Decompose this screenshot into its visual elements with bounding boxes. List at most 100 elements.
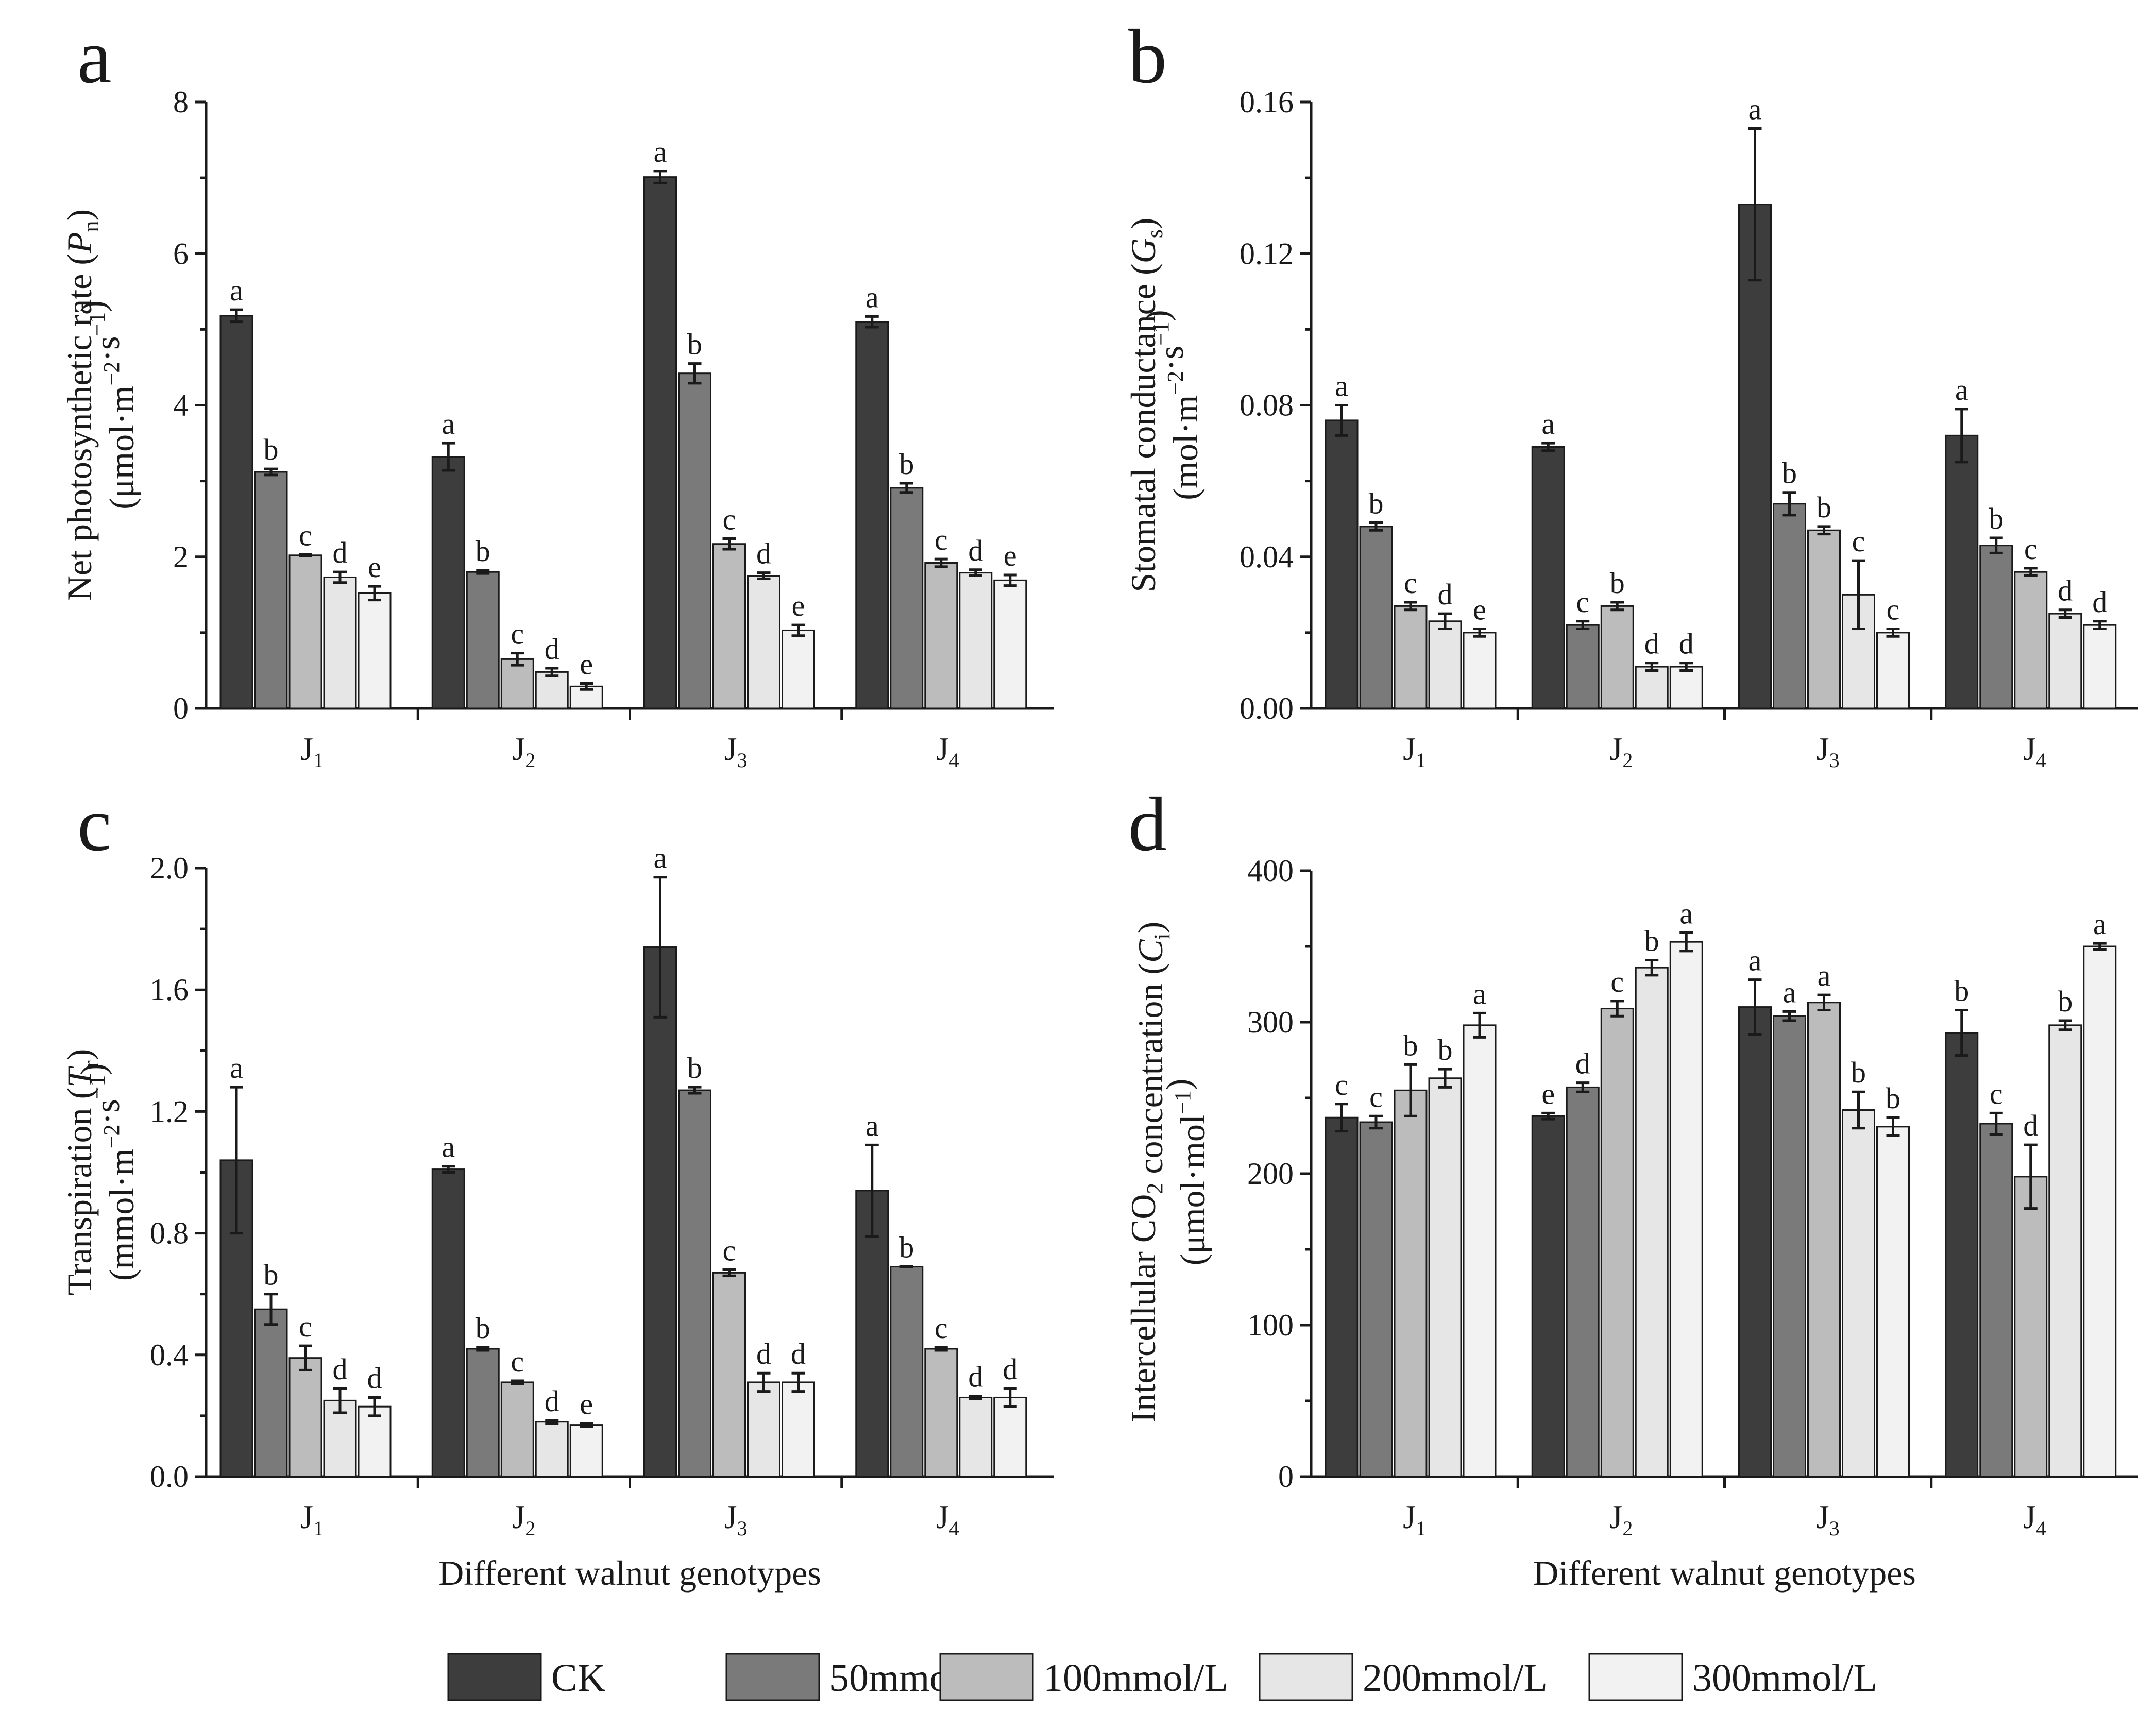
y-tick-label: 1.6 xyxy=(150,973,189,1007)
significance-letter: b xyxy=(899,447,914,481)
panel-letter: a xyxy=(77,14,112,99)
significance-letter: d xyxy=(333,1352,348,1386)
bar-100mmol-l-j2 xyxy=(500,1381,534,1478)
legend: CK 50mmol/L 100mmol/L 200mmol/L 300mmol/L xyxy=(447,1653,1877,1701)
bar-300mmol-l-j1 xyxy=(358,1405,392,1478)
bar-ck-j2 xyxy=(1531,446,1565,709)
error-bar xyxy=(442,1165,455,1174)
y-tick-label: 0.4 xyxy=(150,1338,189,1372)
y-tick-label: 0.12 xyxy=(1240,236,1294,270)
significance-letter: a xyxy=(654,841,667,875)
bar-50mmol-l-j3 xyxy=(1773,1015,1806,1478)
significance-letter: b xyxy=(1369,487,1384,520)
error-bar xyxy=(545,1419,559,1425)
y-tick-label: 400 xyxy=(1247,854,1294,888)
significance-letter: e xyxy=(580,1387,593,1421)
bar-200mmol-l-j4 xyxy=(959,1396,993,1478)
y-tick-label: 0.08 xyxy=(1240,388,1294,422)
significance-letter: e xyxy=(1473,593,1486,626)
bar-50mmol-l-j2 xyxy=(466,571,500,709)
legend-item-300mmol-l: 300mmol/L xyxy=(1588,1653,1877,1701)
significance-letter: b xyxy=(264,1258,279,1292)
error-bar xyxy=(1438,1068,1452,1089)
significance-letter: d xyxy=(1644,627,1659,660)
x-tick-label: J1 xyxy=(300,1499,324,1540)
error-bar xyxy=(1610,601,1624,612)
significance-letter: c xyxy=(511,1345,524,1378)
error-bar xyxy=(1679,931,1693,953)
significance-letter: a xyxy=(1783,975,1796,1009)
significance-letter: d xyxy=(545,1384,559,1418)
bar-ck-j3 xyxy=(1738,1006,1772,1478)
significance-letter: b xyxy=(1851,1056,1866,1089)
error-bar xyxy=(722,1268,736,1277)
x-tick-label: J3 xyxy=(724,1499,748,1540)
bar-100mmol-l-j2 xyxy=(500,658,534,709)
significance-letter: d xyxy=(2092,585,2107,619)
bar-ck-j1 xyxy=(219,315,253,709)
y-tick-label: 200 xyxy=(1247,1157,1294,1191)
error-bar xyxy=(1989,536,2003,554)
bar-200mmol-l-j1 xyxy=(1428,1077,1462,1478)
significance-letter: a xyxy=(230,1051,243,1085)
bar-100mmol-l-j3 xyxy=(712,1272,746,1478)
significance-letter: b xyxy=(1644,924,1659,957)
error-bar xyxy=(688,1086,702,1095)
error-bar xyxy=(2093,942,2107,951)
error-bar xyxy=(1679,662,1693,672)
error-bar xyxy=(333,570,347,584)
significance-letter: b xyxy=(1782,456,1797,490)
significance-letter: c xyxy=(1887,593,1900,626)
y-tick-label: 100 xyxy=(1247,1308,1294,1342)
x-tick-label: J1 xyxy=(300,731,324,772)
significance-letter: c xyxy=(935,523,948,556)
bar-200mmol-l-j1 xyxy=(323,576,357,709)
significance-letter: a xyxy=(654,135,667,168)
significance-letter: a xyxy=(1748,92,1762,126)
bar-300mmol-l-j4 xyxy=(2083,624,2117,709)
bar-100mmol-l-j4 xyxy=(2014,1176,2048,1478)
bar-50mmol-l-j4 xyxy=(890,1266,924,1478)
error-bar xyxy=(1782,491,1796,517)
bar-50mmol-l-j2 xyxy=(1566,1086,1600,1478)
legend-swatch xyxy=(725,1653,820,1701)
y-tick-label: 4 xyxy=(173,388,189,422)
error-bar xyxy=(1438,612,1452,631)
bar-300mmol-l-j3 xyxy=(782,629,815,709)
error-bar xyxy=(934,1346,948,1352)
bar-200mmol-l-j4 xyxy=(2048,613,2082,709)
error-bar xyxy=(2058,608,2072,619)
error-bar xyxy=(1782,1010,1796,1022)
bar-50mmol-l-j3 xyxy=(678,372,711,709)
error-bar xyxy=(580,682,593,691)
significance-letter: a xyxy=(1748,944,1762,977)
error-bar xyxy=(1369,521,1383,532)
x-tick-label: J2 xyxy=(1609,731,1633,772)
y-tick-label: 0 xyxy=(1278,1460,1294,1494)
error-bar xyxy=(1404,1063,1417,1117)
x-tick-label: J3 xyxy=(1817,1499,1840,1540)
bar-ck-j4 xyxy=(1945,1032,1979,1478)
bar-ck-j2 xyxy=(431,456,465,709)
error-bar xyxy=(545,667,559,677)
significance-letter: c xyxy=(2024,532,2038,566)
bar-200mmol-l-j4 xyxy=(959,572,993,709)
panels: a 0 2 4 6 8 Net photosynthetic rate (Pn)(μmol·… xyxy=(60,14,2138,1593)
bar-300mmol-l-j2 xyxy=(569,1424,603,1478)
significance-letter: a xyxy=(442,1130,455,1164)
bar-100mmol-l-j2 xyxy=(1600,1008,1634,1478)
significance-letter: c xyxy=(299,1310,312,1343)
y-tick-label: 6 xyxy=(173,236,189,270)
bar-ck-j1 xyxy=(1325,419,1359,709)
significance-letter: a xyxy=(2093,907,2107,941)
significance-letter: e xyxy=(368,550,381,584)
significance-letter: a xyxy=(1679,897,1693,930)
significance-letter: e xyxy=(580,647,593,681)
significance-letter: b xyxy=(476,1311,490,1345)
bar-50mmol-l-j1 xyxy=(254,471,288,709)
significance-letter: c xyxy=(1610,965,1624,998)
bar-50mmol-l-j4 xyxy=(890,487,924,709)
bar-300mmol-l-j3 xyxy=(782,1381,815,1478)
error-bar xyxy=(865,315,879,329)
bar-50mmol-l-j4 xyxy=(1979,545,2013,709)
